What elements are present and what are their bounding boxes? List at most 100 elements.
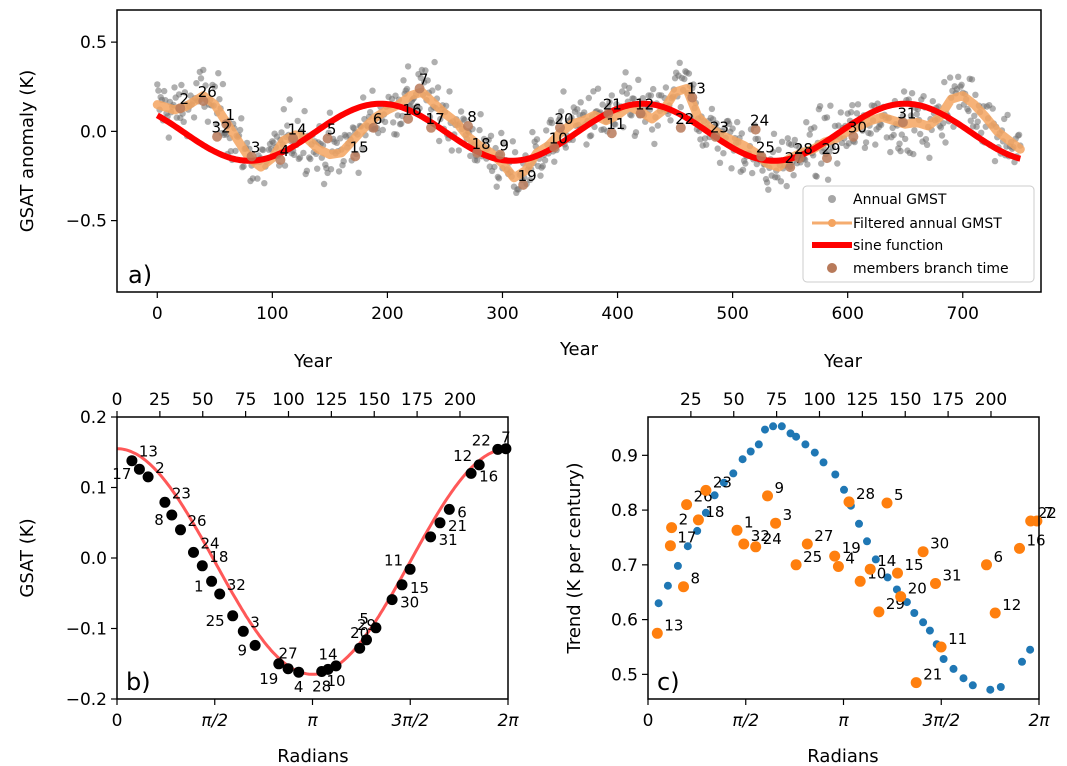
annual-gmst-point	[487, 132, 495, 139]
annual-gmst-point	[446, 88, 453, 95]
annual-gmst-point	[883, 134, 890, 141]
member-branch-marker	[635, 108, 646, 119]
member-point-label: 31	[439, 531, 458, 549]
annual-gmst-point	[498, 129, 505, 137]
annual-gmst-point	[635, 76, 642, 84]
member-label: 14	[288, 121, 307, 139]
panel-b-label: b)	[126, 668, 151, 696]
blue-trend-point	[710, 491, 719, 500]
member-label: 20	[554, 110, 573, 128]
annual-gmst-point	[967, 117, 974, 124]
x-tick-label: 400	[601, 304, 633, 324]
annual-gmst-point	[154, 81, 161, 88]
orange-point-label: 17	[677, 529, 696, 547]
annual-gmst-point	[436, 137, 443, 145]
annual-gmst-point	[314, 165, 321, 172]
annual-gmst-point	[955, 73, 962, 81]
annual-gmst-point	[651, 140, 658, 148]
annual-gmst-point	[770, 130, 778, 137]
orange-point-label: 15	[905, 556, 924, 574]
member-label: 29	[821, 140, 840, 158]
member-branch-marker	[822, 153, 832, 164]
annual-gmst-point	[890, 131, 897, 139]
member-label: 8	[467, 108, 477, 126]
annual-gmst-point	[193, 80, 200, 87]
panel-c-y-axis-label: Trend (K per century)	[564, 462, 585, 654]
annual-gmst-point	[926, 154, 933, 161]
annual-gmst-point	[648, 126, 656, 133]
member-point-label: 29	[357, 616, 376, 634]
x-tick-label: 2π	[497, 711, 519, 731]
annual-gmst-point	[662, 84, 670, 91]
annual-gmst-point	[606, 98, 613, 106]
annual-gmst-point	[854, 101, 862, 108]
annual-gmst-point	[501, 139, 508, 146]
orange-point-label: 28	[856, 485, 875, 503]
orange-trend-point	[1014, 542, 1025, 554]
x-tick-label: π/2	[201, 711, 228, 731]
member-point	[159, 496, 171, 508]
panel-a-y-ticks: −0.5 0.0 0.5	[66, 33, 117, 232]
member-label: 1	[226, 106, 236, 124]
member-label: 5	[327, 121, 337, 139]
annual-gmst-point	[526, 176, 534, 184]
panel-c-plot-area: 1321726188231322493252719284101429201553…	[651, 422, 1057, 694]
annual-gmst-point	[677, 103, 684, 111]
member-point	[206, 575, 218, 587]
member-label: 30	[848, 119, 867, 137]
member-point	[249, 639, 261, 651]
annual-gmst-point	[989, 105, 996, 112]
annual-gmst-point	[811, 124, 818, 131]
member-branch-marker	[221, 119, 232, 130]
panel-a-y-axis-label: GSAT anomaly (K)	[17, 70, 38, 233]
member-branch-marker	[794, 153, 805, 164]
annual-gmst-point	[404, 63, 412, 70]
x-tick-label: 600	[831, 304, 863, 324]
orange-trend-point	[750, 541, 762, 553]
top-tick-label: 125	[846, 390, 878, 410]
annual-gmst-point	[227, 148, 235, 155]
annual-gmst-point	[900, 88, 908, 95]
panel-c-y-ticks: 0.5 0.6 0.7 0.8 0.9	[611, 446, 648, 685]
annual-gmst-point	[171, 84, 178, 91]
x-tick-label: π	[838, 711, 849, 731]
top-tick-label: 25	[680, 390, 702, 410]
annual-gmst-point	[455, 147, 462, 154]
orange-point-label: 16	[1027, 531, 1046, 549]
annual-gmst-point	[612, 121, 619, 128]
annual-gmst-point	[972, 91, 979, 99]
member-point-label: 11	[384, 551, 403, 569]
annual-gmst-point	[340, 158, 347, 165]
orange-trend-point	[892, 567, 903, 579]
top-tick-label: 150	[358, 390, 390, 410]
orange-point-label: 27	[814, 527, 833, 545]
orange-trend-point	[881, 497, 893, 509]
orange-trend-point	[895, 591, 907, 603]
member-label: 18	[472, 135, 491, 153]
member-branch-marker	[897, 117, 908, 128]
member-label: 6	[373, 110, 383, 128]
x-tick-label: 500	[716, 304, 748, 324]
annual-gmst-point	[623, 90, 630, 97]
member-branch-marker	[288, 133, 299, 144]
member-label: 15	[350, 138, 369, 156]
member-point	[434, 517, 446, 529]
annual-gmst-point	[759, 167, 766, 174]
orange-point-label: 8	[691, 570, 701, 588]
annual-gmst-point	[716, 159, 724, 166]
top-tick-label: 200	[975, 390, 1007, 410]
annual-gmst-point	[783, 182, 790, 190]
annual-gmst-point	[212, 120, 220, 128]
annual-gmst-point	[249, 175, 256, 182]
member-point-label: 12	[453, 447, 472, 465]
panel-b-y-ticks: −0.2 −0.1 0.0 0.1 0.2	[66, 408, 117, 710]
member-branch-marker	[687, 92, 698, 103]
annual-gmst-point	[190, 114, 198, 121]
x-tick-label: 3π/2	[922, 711, 960, 731]
top-tick-label: 175	[932, 390, 964, 410]
panel-a-label: a)	[128, 261, 152, 289]
member-point	[465, 467, 477, 479]
